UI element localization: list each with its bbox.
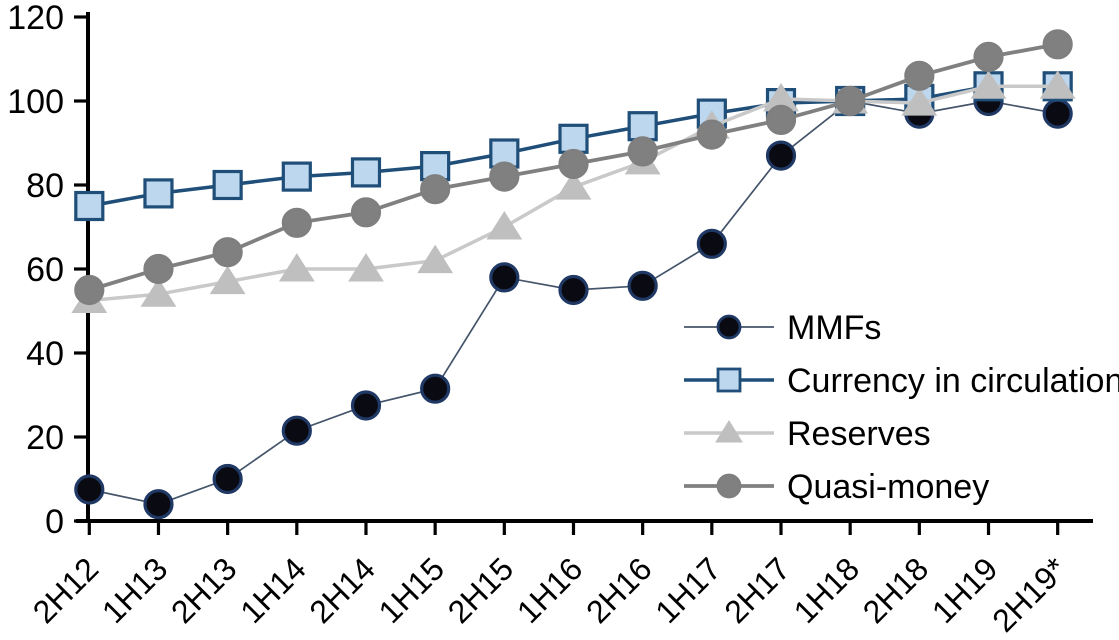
legend-item-label: Quasi-money bbox=[787, 468, 989, 506]
data-point-reserves bbox=[209, 265, 246, 295]
legend-marker-circle-icon bbox=[716, 473, 742, 499]
data-point-quasi-money bbox=[904, 60, 935, 91]
data-point-mmfs bbox=[350, 390, 382, 421]
data-point-quasi-money bbox=[973, 41, 1004, 73]
y-axis-tick-label: 0 bbox=[45, 503, 64, 541]
data-point-reserves bbox=[417, 244, 454, 274]
y-axis-tick-label: 60 bbox=[26, 251, 64, 289]
x-axis-category-label: 2H13 bbox=[164, 550, 244, 630]
x-axis-category-label: 2H14 bbox=[302, 550, 382, 630]
data-point-quasi-money bbox=[281, 207, 312, 238]
data-point-quasi-money bbox=[765, 104, 797, 136]
x-axis-category-label: 2H12 bbox=[26, 550, 106, 630]
data-point-reserves bbox=[901, 87, 938, 116]
data-point-quasi-money bbox=[74, 274, 105, 306]
data-point-quasi-money bbox=[212, 237, 243, 268]
data-point-reserves bbox=[970, 70, 1007, 99]
x-axis-category-label: 2H19* bbox=[985, 550, 1073, 638]
data-point-reserves bbox=[348, 253, 384, 282]
data-point-mmfs bbox=[74, 474, 105, 505]
data-point-quasi-money bbox=[1042, 29, 1073, 60]
x-axis-category-label: 1H18 bbox=[787, 550, 867, 630]
y-axis-tick-label: 80 bbox=[26, 167, 64, 205]
data-point-currency-in-circulation bbox=[281, 161, 312, 192]
data-point-mmfs bbox=[489, 262, 520, 293]
data-point-mmfs bbox=[558, 274, 589, 306]
x-axis-category-label: 2H15 bbox=[441, 550, 521, 630]
y-axis-tick-label: 40 bbox=[26, 335, 64, 373]
x-axis-category-label: 2H17 bbox=[717, 550, 797, 630]
x-axis-category-label: 1H17 bbox=[648, 550, 728, 630]
data-point-currency-in-circulation bbox=[74, 190, 105, 222]
x-axis-category-label: 1H16 bbox=[510, 550, 590, 630]
data-point-quasi-money bbox=[350, 197, 382, 228]
x-axis-category-label: 2H18 bbox=[856, 550, 936, 630]
y-axis-tick-label: 100 bbox=[7, 83, 64, 121]
data-point-currency-in-circulation bbox=[627, 111, 658, 142]
y-axis-tick-label: 20 bbox=[26, 419, 64, 457]
x-axis-category-label: 1H13 bbox=[95, 550, 175, 630]
data-point-reserves bbox=[555, 171, 592, 200]
data-point-quasi-money bbox=[143, 253, 174, 285]
data-point-quasi-money bbox=[835, 85, 866, 117]
data-point-quasi-money bbox=[420, 174, 451, 205]
data-point-currency-in-circulation bbox=[143, 178, 174, 209]
legend-marker-triangle-icon bbox=[715, 420, 743, 443]
data-point-currency-in-circulation bbox=[350, 157, 382, 188]
data-point-currency-in-circulation bbox=[558, 123, 589, 154]
data-point-mmfs bbox=[281, 415, 312, 446]
data-point-reserves bbox=[140, 278, 177, 307]
y-axis-tick-label: 120 bbox=[7, 0, 64, 37]
legend-item-label: MMFs bbox=[787, 309, 881, 347]
x-axis-category-label: 2H16 bbox=[579, 550, 659, 630]
data-point-quasi-money bbox=[696, 119, 727, 150]
data-point-reserves bbox=[278, 253, 315, 282]
data-point-mmfs bbox=[212, 463, 243, 495]
data-point-quasi-money bbox=[558, 148, 589, 180]
data-point-mmfs bbox=[765, 140, 797, 171]
data-point-mmfs bbox=[627, 270, 658, 301]
data-point-mmfs bbox=[696, 228, 727, 259]
data-point-quasi-money bbox=[489, 161, 520, 192]
x-axis-category-label: 1H14 bbox=[233, 550, 313, 630]
data-point-reserves bbox=[1039, 70, 1076, 99]
data-point-currency-in-circulation bbox=[212, 169, 243, 201]
data-point-mmfs bbox=[143, 489, 174, 520]
legend-item-label: Currency in circulation bbox=[787, 362, 1119, 400]
data-point-quasi-money bbox=[627, 136, 658, 167]
data-point-mmfs bbox=[420, 373, 451, 404]
legend-item-label: Reserves bbox=[787, 415, 931, 453]
x-axis-category-label: 1H15 bbox=[372, 550, 452, 630]
legend-marker-circle-icon bbox=[716, 314, 742, 340]
data-point-mmfs bbox=[1042, 98, 1073, 129]
data-point-reserves bbox=[486, 211, 523, 240]
legend-marker-square-icon bbox=[716, 367, 742, 393]
